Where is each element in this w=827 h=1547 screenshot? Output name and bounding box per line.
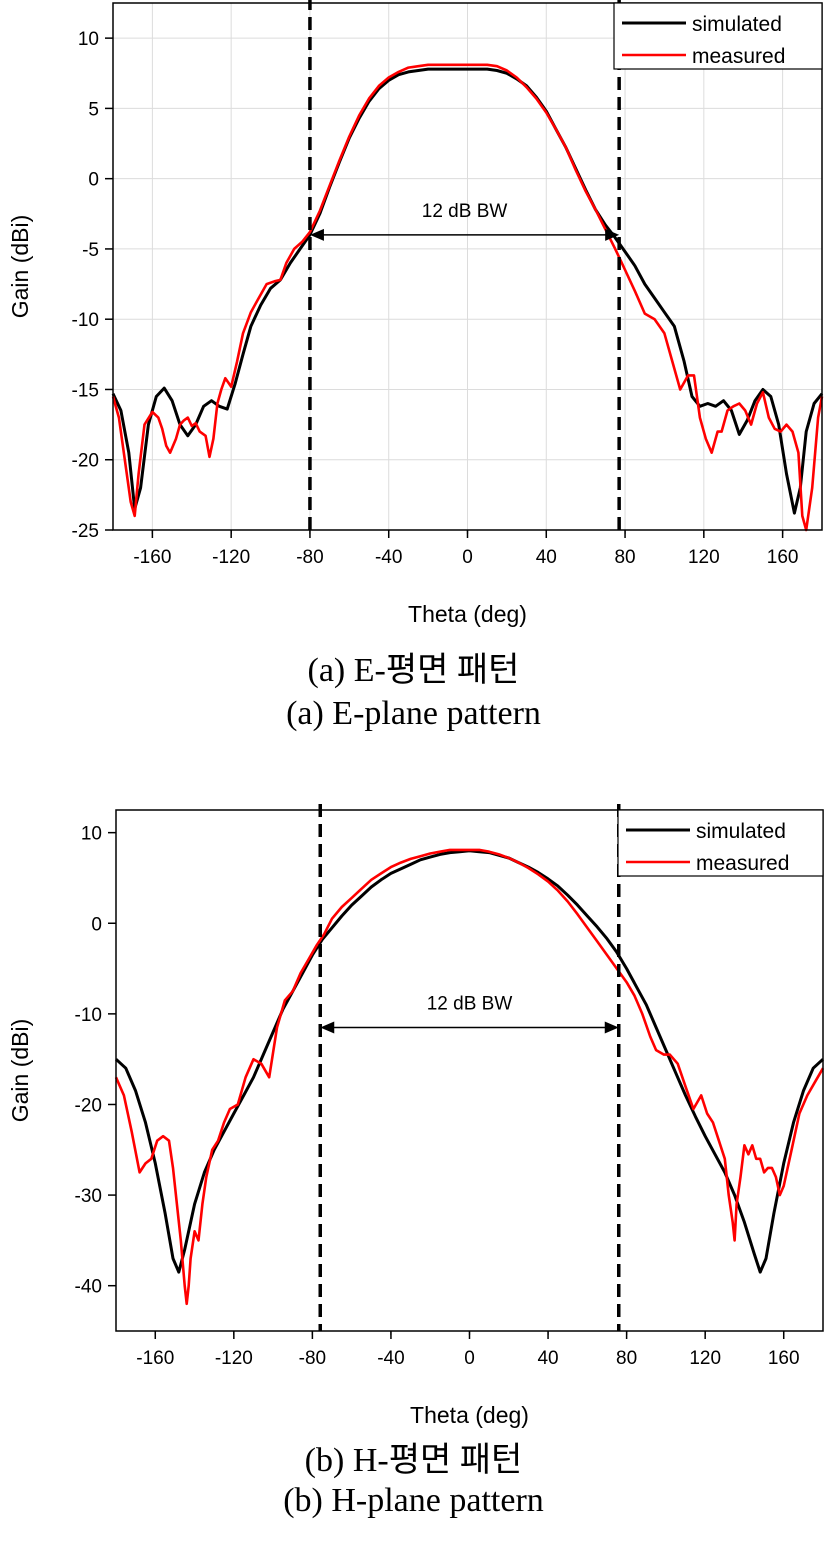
chart1-bw-annotation-label: 12 dB BW [427,993,513,1014]
chart0-x-axis-label: Theta (deg) [408,601,527,627]
chart1-x-tick-label: -120 [215,1348,253,1369]
chart1-y-tick-label: -40 [75,1277,102,1298]
chart1-y-axis-label: Gain (dBi) [7,1019,33,1123]
chart1-series-measured [114,848,825,1306]
chart1-bw-arrowhead-right [604,1021,619,1034]
chart1-x-tick-label: -160 [136,1348,174,1369]
e-plane-chart: 12 dB BW -160 -120 -80 -40 0 40 80 120 160 -25 -20 -… [7,0,824,627]
chart0-series-simulated [111,67,824,515]
chart0-y-tick-label: -10 [72,310,99,331]
e-plane-panel: 12 dB BW -160 -120 -80 -40 0 40 80 120 160 -25 -20 -… [0,0,827,760]
chart0-x-tick-label: -160 [133,547,171,568]
chart1-legend-label-simulated: simulated [696,820,786,843]
chart0-y-axis-label: Gain (dBi) [7,215,33,319]
h-plane-chart: 12 dB BW -160 -120 -80 -40 0 40 80 120 160 -40 -30 -… [7,804,825,1428]
chart1-y-tick-label: 10 [81,824,102,845]
chart0-y-tick-label: -20 [72,451,99,472]
chart1-x-tick-label: 40 [537,1348,558,1369]
chart0-y-tick-label: -25 [72,521,99,542]
chart0-x-tick-label: -120 [212,547,250,568]
e-plane-caption-en: (a) E-plane pattern [286,695,541,732]
h-plane-caption-kr: (b) H-평면 패턴 [304,1442,523,1479]
chart1-x-tick-label: 120 [689,1348,721,1369]
chart1-x-tick-label: 80 [616,1348,637,1369]
chart0-x-tick-label: 40 [536,547,557,568]
chart1-series-simulated [114,849,825,1274]
chart1-y-tick-label: -20 [75,1095,102,1116]
e-plane-caption-kr: (a) E-평면 패턴 [307,652,520,689]
chart1-y-tick-label: -30 [75,1186,102,1207]
chart0-y-tick-label: 5 [88,99,99,120]
chart1-x-tick-label: 160 [768,1348,800,1369]
h-plane-panel: 12 dB BW -160 -120 -80 -40 0 40 80 120 160 -40 -30 -… [0,780,827,1547]
chart0-bw-arrowhead-right [605,228,620,241]
chart0-x-tick-label: 120 [688,547,720,568]
chart0-series-measured [111,63,824,532]
chart0-legend-label-measured: measured [692,45,785,68]
h-plane-caption-en: (b) H-plane pattern [283,1482,544,1519]
chart0-y-tick-label: -15 [72,380,99,401]
chart0-legend-label-simulated: simulated [692,13,782,36]
chart0-y-tick-label: 10 [78,29,99,50]
chart0-x-tick-label: 80 [614,547,635,568]
chart1-x-tick-label: -80 [299,1348,326,1369]
chart0-legend-box [613,2,823,70]
chart1-legend-label-measured: measured [696,852,789,875]
chart0-x-tick-label: -80 [296,547,323,568]
chart0-x-tick-label: 160 [767,547,799,568]
chart1-y-tick-label: 0 [91,914,102,935]
chart1-x-tick-label: 0 [464,1348,475,1369]
chart1-y-tick-label: -10 [75,1005,102,1026]
chart0-y-tick-label: -5 [82,240,99,261]
chart1-x-tick-label: -40 [377,1348,404,1369]
chart0-bw-annotation-label: 12 dB BW [422,201,508,222]
chart0-x-tick-label: -40 [375,547,402,568]
chart1-plot-frame [115,809,824,1332]
chart0-y-tick-label: 0 [88,170,99,191]
chart0-bw-arrowhead-left [309,228,324,241]
chart1-bw-arrowhead-left [320,1021,335,1034]
chart1-x-axis-label: Theta (deg) [410,1402,529,1428]
chart0-x-tick-label: 0 [462,547,473,568]
chart1-legend-box [617,809,824,877]
